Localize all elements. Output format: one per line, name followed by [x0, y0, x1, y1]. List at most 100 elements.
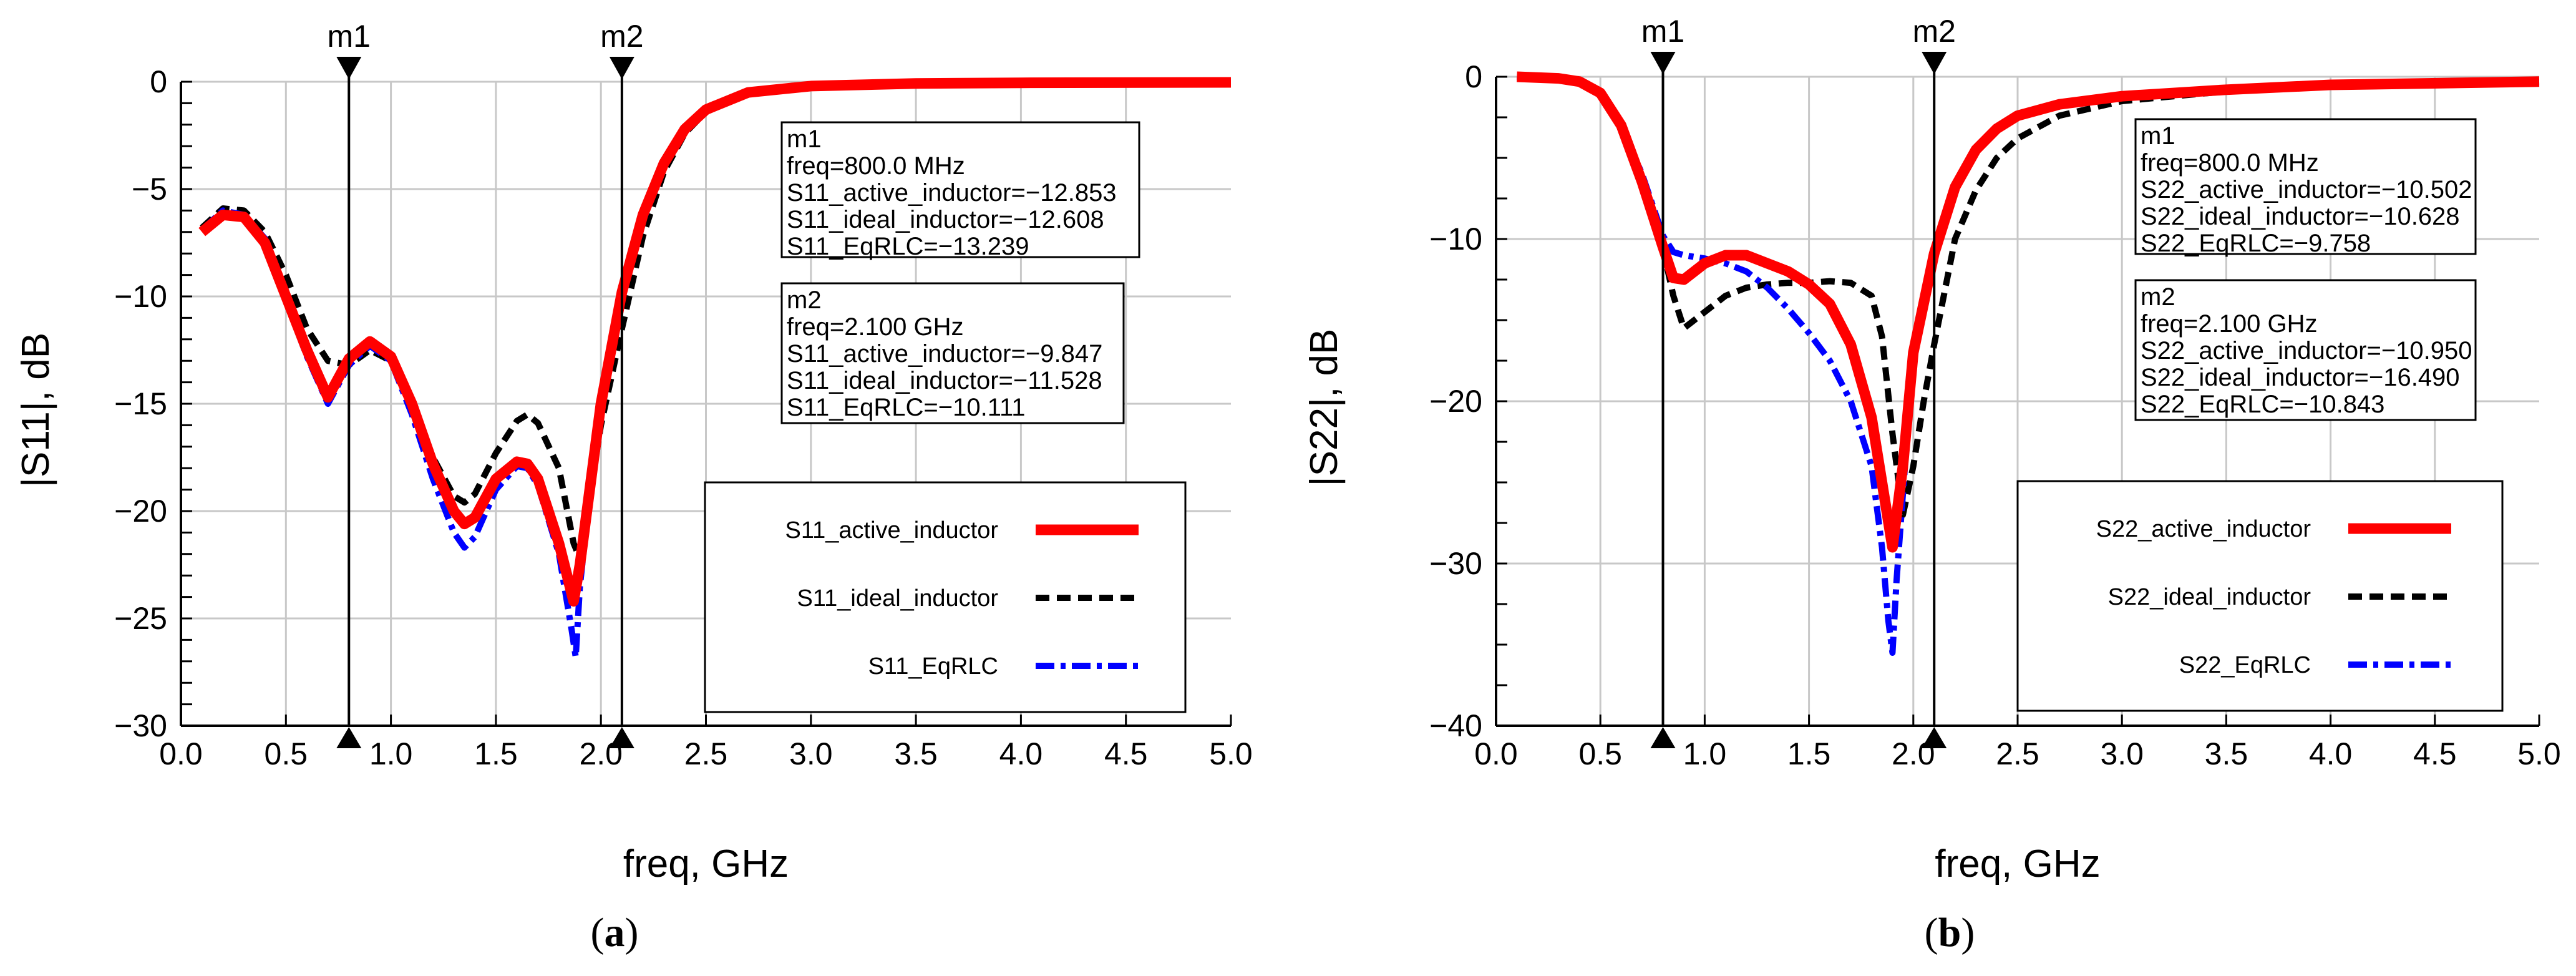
x-tick-label: 1.5: [474, 736, 518, 771]
x-tick-label: 3.0: [789, 736, 833, 771]
x-axis-label: freq, GHz: [623, 842, 789, 886]
x-tick-label: 1.0: [1683, 736, 1727, 771]
panel-label-open: (: [1925, 910, 1938, 955]
x-tick-label: 4.5: [1104, 736, 1148, 771]
y-tick-label: −15: [114, 386, 167, 421]
legend-label: S11_active_inductor: [785, 517, 998, 544]
marker-top-triangle: [1922, 52, 1947, 74]
y-tick-label: −30: [114, 708, 167, 743]
marker-readout-line: S11_active_inductor=−12.853: [787, 179, 1117, 207]
marker-readout-line: S22_ideal_inductor=−10.628: [2141, 203, 2460, 230]
marker-readout-line: m2: [2141, 283, 2175, 311]
marker-name: m2: [600, 19, 643, 54]
marker-readout-line: m1: [787, 125, 822, 153]
x-tick-label: 0.5: [265, 736, 308, 771]
y-tick-label: −40: [1429, 708, 1482, 743]
panel-label-close: ): [1961, 910, 1975, 955]
panel-label: (b): [1925, 910, 1975, 955]
marker-top-triangle: [609, 57, 634, 79]
x-tick-label: 4.0: [999, 736, 1043, 771]
marker-bottom-triangle: [609, 727, 634, 748]
marker-name: m1: [1641, 14, 1684, 49]
marker-top-triangle: [336, 57, 362, 79]
legend-label: S22_EqRLC: [2179, 652, 2311, 678]
legend-item-S11_ideal_inductor: S11_ideal_inductor: [797, 585, 1139, 612]
marker-readout-line: m2: [787, 286, 822, 314]
marker-readout-line: S22_active_inductor=−10.950: [2141, 337, 2472, 364]
chart-panel-b: 0.0 0.5 1.0 1.5 2.0 2.5 3.0 3.5 4.0 4.5 5.00−10−20…: [1303, 14, 2561, 955]
legend-item-S11_EqRLC: S11_EqRLC: [868, 653, 1139, 680]
y-tick-label: −25: [114, 601, 167, 636]
x-tick-label: 3.0: [2100, 736, 2144, 771]
x-tick-label: 3.5: [2205, 736, 2248, 771]
marker-name: m2: [1913, 14, 1956, 49]
marker-readout-box: [780, 121, 1140, 258]
panel-label-open: (: [591, 910, 605, 955]
marker-readout-line: S22_EqRLC=−10.843: [2141, 391, 2384, 418]
series-line-S22_ideal_inductor: [1517, 74, 2540, 518]
marker-top-triangle: [1650, 52, 1676, 74]
series-line-S11_ideal_inductor: [200, 79, 1232, 562]
marker-readout-box: [780, 282, 1125, 424]
legend-label: S11_ideal_inductor: [797, 585, 998, 612]
marker-readout-box: [2134, 279, 2477, 421]
x-tick-label: 0.0: [1474, 736, 1518, 771]
marker-readout-line: m1: [2141, 122, 2175, 150]
marker-readout-line: S22_active_inductor=−10.502: [2141, 176, 2472, 203]
panel-label-letter: b: [1938, 910, 1961, 955]
x-tick-label: 2.5: [1996, 736, 2039, 771]
panel-label: (a): [591, 910, 639, 955]
x-tick-label: 5.0: [1209, 736, 1253, 771]
marker-readout-line: freq=800.0 MHz: [787, 152, 965, 180]
legend-label: S11_EqRLC: [868, 653, 998, 680]
series-line-S22_EqRLC: [1517, 74, 2540, 656]
y-axis-label: |S11|, dB: [14, 333, 57, 487]
legend-item-S22_active_inductor: S22_active_inductor: [2096, 516, 2451, 542]
marker-readout-line: S11_ideal_inductor=−11.528: [787, 367, 1102, 394]
y-tick-label: 0: [150, 64, 167, 99]
marker-readout-box: [2134, 118, 2477, 255]
x-axis-label: freq, GHz: [1935, 842, 2100, 886]
legend-item-S11_active_inductor: S11_active_inductor: [785, 517, 1139, 544]
chart-panel-a: 0.0 0.5 1.0 1.5 2.0 2.5 3.0 3.5 4.0 4.5 5.00−5−10−…: [14, 19, 1253, 955]
y-tick-label: 0: [1465, 59, 1482, 94]
x-tick-label: 4.0: [2309, 736, 2353, 771]
x-tick-label: 4.5: [2413, 736, 2457, 771]
legend-label: S22_ideal_inductor: [2108, 584, 2311, 610]
y-tick-label: −10: [114, 279, 167, 314]
panel-label-close: ): [625, 910, 639, 955]
series-line-S11_active_inductor: [198, 77, 1232, 607]
marker-readout-line: freq=800.0 MHz: [2141, 149, 2319, 177]
marker-readout-line: S11_EqRLC=−10.111: [787, 394, 1026, 421]
marker-bottom-triangle: [1650, 727, 1676, 748]
marker-bottom-triangle: [336, 727, 362, 748]
y-tick-label: −20: [1429, 384, 1482, 419]
x-tick-label: 1.5: [1787, 736, 1831, 771]
x-tick-label: 3.5: [894, 736, 938, 771]
marker-bottom-triangle: [1922, 727, 1947, 748]
legend-label: S22_active_inductor: [2096, 516, 2311, 542]
marker-readout-line: S22_ideal_inductor=−16.490: [2141, 364, 2460, 391]
y-tick-label: −5: [132, 172, 167, 207]
marker-name: m1: [328, 19, 371, 54]
marker-readout-line: S11_EqRLC=−13.239: [787, 233, 1029, 260]
legend: S11_active_inductor S11_ideal_inductor S11…: [704, 481, 1187, 713]
series-line-S22_active_inductor: [1517, 71, 2540, 553]
y-axis-label: |S22|, dB: [1303, 329, 1346, 487]
y-minor-ticks: [181, 81, 192, 727]
marker-readout-line: S11_active_inductor=−9.847: [787, 340, 1102, 368]
marker-readout-line: S22_EqRLC=−9.758: [2141, 230, 2371, 257]
y-tick-label: −30: [1429, 546, 1482, 581]
marker-readout-line: S11_ideal_inductor=−12.608: [787, 206, 1104, 233]
legend-item-S22_ideal_inductor: S22_ideal_inductor: [2108, 584, 2451, 610]
panel-label-letter: a: [605, 910, 625, 955]
x-tick-label: 1.0: [369, 736, 413, 771]
y-tick-label: −20: [114, 494, 167, 529]
marker-readout-line: freq=2.100 GHz: [2141, 310, 2318, 338]
x-tick-label: 5.0: [2517, 736, 2561, 771]
